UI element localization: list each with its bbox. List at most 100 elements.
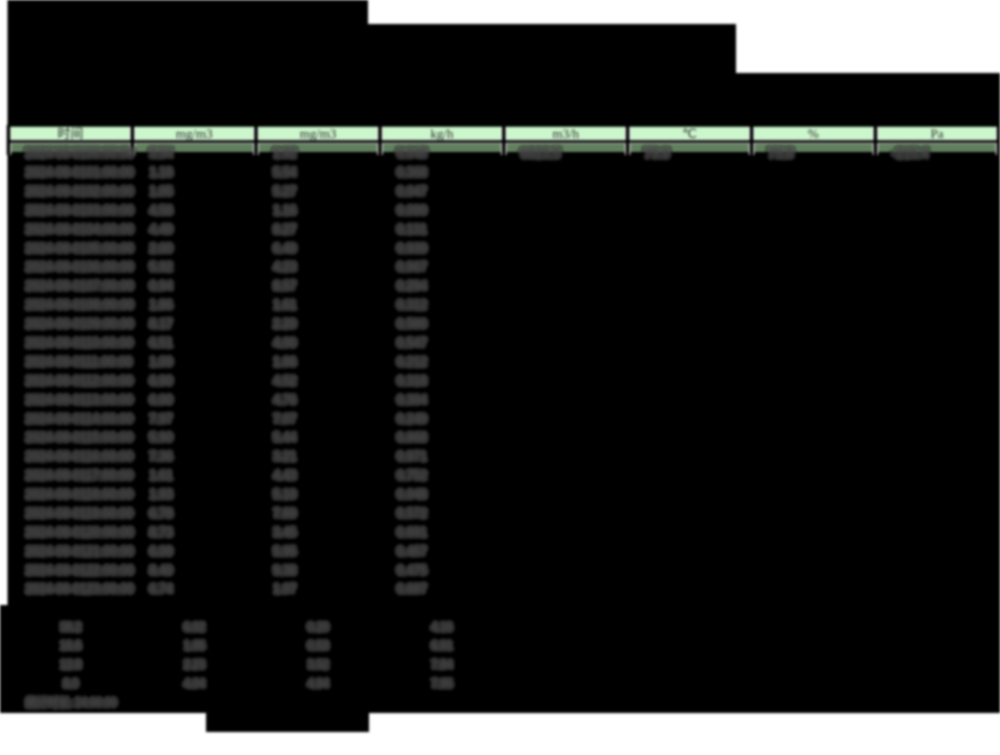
svg-text:0.294: 0.294: [397, 278, 428, 293]
svg-text:2024-08-0116:00:00: 2024-08-0116:00:00: [26, 449, 133, 464]
svg-text:1.06: 1.06: [273, 354, 296, 369]
svg-text:2024-08-0106:00:00: 2024-08-0106:00:00: [26, 259, 134, 274]
svg-text:2024-08-0104:00:00: 2024-08-0104:00:00: [26, 221, 134, 236]
svg-text:0.939: 0.939: [397, 240, 427, 255]
svg-text:75.8: 75.8: [768, 145, 794, 161]
svg-text:mg/m3: mg/m3: [300, 126, 337, 141]
svg-text:3.21: 3.21: [273, 449, 296, 464]
svg-text:m3/h: m3/h: [552, 126, 579, 141]
svg-text:6.74: 6.74: [149, 581, 173, 596]
svg-text:Pa: Pa: [931, 126, 944, 141]
svg-text:0.94: 0.94: [149, 278, 173, 293]
svg-text:4.49: 4.49: [149, 221, 172, 236]
svg-text:6.78: 6.78: [149, 506, 172, 521]
svg-text:2024-08-0115:00:00: 2024-08-0115:00:00: [26, 430, 133, 445]
svg-text:2024-08-0113:00:00: 2024-08-0113:00:00: [26, 392, 133, 407]
svg-text:4.16: 4.16: [431, 620, 453, 634]
svg-text:1.92: 1.92: [273, 146, 296, 161]
svg-text:0.048: 0.048: [397, 487, 427, 502]
svg-text:0.752: 0.752: [397, 468, 427, 483]
svg-text:1.18: 1.18: [149, 165, 172, 180]
svg-text:2024-08-0121:00:00: 2024-08-0121:00:00: [26, 543, 134, 558]
svg-text:mg/m3: mg/m3: [176, 126, 213, 141]
svg-text:16.6: 16.6: [60, 639, 82, 653]
svg-text:0.971: 0.971: [397, 449, 427, 464]
svg-text:4.94: 4.94: [307, 677, 329, 691]
svg-text:79.6: 79.6: [644, 145, 670, 161]
svg-text:2024-08-0110:00:00: 2024-08-0110:00:00: [26, 335, 133, 350]
svg-text:0.572: 0.572: [397, 506, 427, 521]
svg-text:2.60: 2.60: [149, 240, 172, 255]
svg-text:3.54: 3.54: [149, 146, 173, 161]
svg-text:5.10: 5.10: [273, 487, 296, 502]
svg-text:0.697: 0.697: [397, 581, 427, 596]
svg-text:8.73: 8.73: [149, 524, 172, 539]
svg-text:2024-08-0102:00:00: 2024-08-0102:00:00: [26, 184, 134, 199]
svg-text:9.38: 9.38: [273, 562, 296, 577]
svg-text:2024-08-0118:00:00: 2024-08-0118:00:00: [26, 487, 133, 502]
svg-text:7.95: 7.95: [431, 677, 453, 691]
svg-text:0.580: 0.580: [397, 316, 427, 331]
svg-text:1.07: 1.07: [273, 581, 296, 596]
svg-text:4.76: 4.76: [273, 392, 296, 407]
svg-text:7.84: 7.84: [431, 658, 453, 672]
svg-text:0.648: 0.648: [397, 146, 427, 161]
svg-text:6.51: 6.51: [149, 335, 172, 350]
svg-text:0.368: 0.368: [397, 165, 427, 180]
svg-text:0.967: 0.967: [397, 259, 427, 274]
svg-text:4.58: 4.58: [149, 202, 172, 217]
svg-text:1.16: 1.16: [273, 202, 296, 217]
svg-text:2024-08-0111:00:00: 2024-08-0111:00:00: [26, 354, 133, 369]
svg-text:0.457: 0.457: [397, 543, 427, 558]
svg-text:2024-08-0122:00:00: 2024-08-0122:00:00: [26, 562, 134, 577]
svg-text:℃: ℃: [682, 126, 697, 141]
svg-text:1.93: 1.93: [149, 487, 172, 502]
svg-text:3.52: 3.52: [307, 658, 329, 672]
svg-text:1.61: 1.61: [273, 297, 296, 312]
svg-text:5.92: 5.92: [149, 259, 172, 274]
svg-text:1.05: 1.05: [184, 639, 206, 653]
svg-text:1.61: 1.61: [149, 468, 172, 483]
svg-text:0.475: 0.475: [397, 562, 427, 577]
svg-text:-215.4: -215.4: [892, 145, 929, 161]
svg-text:2024-08-0103:00:00: 2024-08-0103:00:00: [26, 202, 134, 217]
svg-text:5.27: 5.27: [273, 184, 296, 199]
svg-text:0.099: 0.099: [397, 202, 427, 217]
svg-text:2024-08-0123:00:00: 2024-08-0123:00:00: [26, 581, 134, 596]
svg-text:7.69: 7.69: [273, 506, 296, 521]
svg-text:38.2: 38.2: [60, 620, 82, 634]
svg-text:0.212: 0.212: [397, 354, 427, 369]
svg-text:8.17: 8.17: [149, 316, 172, 331]
svg-text:2024-08-0117:00:00: 2024-08-0117:00:00: [26, 468, 133, 483]
svg-text:8.0: 8.0: [63, 677, 79, 691]
svg-text:5.90: 5.90: [149, 430, 172, 445]
svg-text:6.09: 6.09: [149, 543, 172, 558]
svg-text:2024-08-0101:00:00: 2024-08-0101:00:00: [26, 165, 134, 180]
svg-text:时间: 时间: [57, 126, 83, 141]
svg-text:2024-08-0108:00:00: 2024-08-0108:00:00: [26, 297, 134, 312]
svg-text:0.547: 0.547: [397, 335, 427, 350]
svg-text:2024-08-0112:00:00: 2024-08-0112:00:00: [26, 373, 133, 388]
svg-text:4.04: 4.04: [184, 677, 206, 691]
svg-text:0.131: 0.131: [397, 221, 427, 236]
svg-text:2.23: 2.23: [184, 658, 206, 672]
svg-text:4.52: 4.52: [273, 373, 296, 388]
svg-text:1.05: 1.05: [149, 184, 172, 199]
svg-text:4.00: 4.00: [273, 335, 296, 350]
svg-text:0.20: 0.20: [307, 620, 329, 634]
svg-text:%: %: [808, 126, 819, 141]
svg-text:1.86: 1.86: [149, 297, 172, 312]
svg-text:1.09: 1.09: [149, 354, 172, 369]
svg-text:统计时长: 24:00:00: 统计时长: 24:00:00: [26, 695, 117, 709]
svg-text:8.40: 8.40: [149, 562, 172, 577]
svg-text:2024-08-0100:00:00: 2024-08-0100:00:00: [26, 146, 134, 161]
svg-text:0.312: 0.312: [397, 297, 427, 312]
svg-text:4.43: 4.43: [273, 468, 296, 483]
svg-text:6.40: 6.40: [273, 240, 296, 255]
svg-text:5.44: 5.44: [273, 430, 297, 445]
svg-text:0.047: 0.047: [397, 184, 427, 199]
svg-text:5.95: 5.95: [273, 543, 296, 558]
svg-text:2024-08-0107:00:00: 2024-08-0107:00:00: [26, 278, 134, 293]
svg-text:6.02: 6.02: [184, 620, 206, 634]
svg-text:2024-08-0120:00:00: 2024-08-0120:00:00: [26, 524, 134, 539]
